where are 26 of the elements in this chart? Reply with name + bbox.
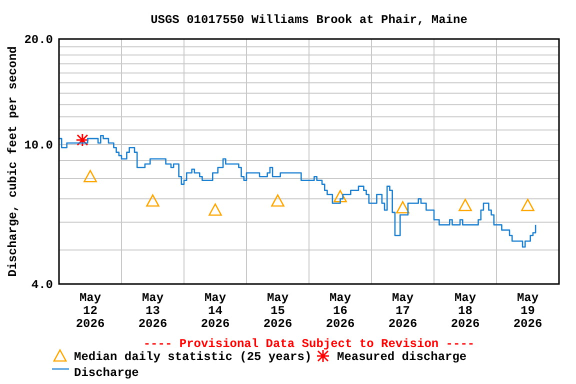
text: ---- Provisional Data Subject to Revision ---- — [143, 337, 475, 351]
x-tick-label: May 18 2026 — [450, 291, 480, 331]
point — [521, 198, 534, 212]
point — [458, 198, 472, 212]
point — [146, 194, 160, 207]
point — [334, 190, 347, 202]
y-axis-title: Discharge, cubic feet per second — [6, 46, 20, 277]
y-tick-label: 10.0 — [24, 138, 53, 153]
y-tick-label: 4.0 — [31, 278, 53, 292]
y-tick-label: 20.0 — [24, 33, 53, 47]
x-tick-label: May 17 2026 — [388, 291, 418, 331]
x-tick-label: May 12 2026 — [76, 291, 105, 331]
x-tick-label: May 19 2026 — [513, 291, 542, 331]
point — [208, 203, 222, 216]
chart-title: USGS 01017550 Williams Brook at Phair, Maine — [150, 13, 468, 27]
legend-label: Median daily statistic (25 years) — [74, 350, 312, 364]
legend-label: Measured discharge — [337, 350, 467, 364]
legend-label: Discharge — [74, 366, 139, 380]
x-tick-label: May 16 2026 — [326, 291, 355, 331]
point — [84, 170, 97, 182]
point — [76, 133, 90, 147]
x-tick-label: May 14 2026 — [200, 291, 230, 331]
point — [396, 201, 410, 214]
x-tick-label: May 13 2026 — [138, 291, 168, 331]
x-tick-label: May 15 2026 — [263, 291, 292, 331]
point — [271, 194, 284, 207]
